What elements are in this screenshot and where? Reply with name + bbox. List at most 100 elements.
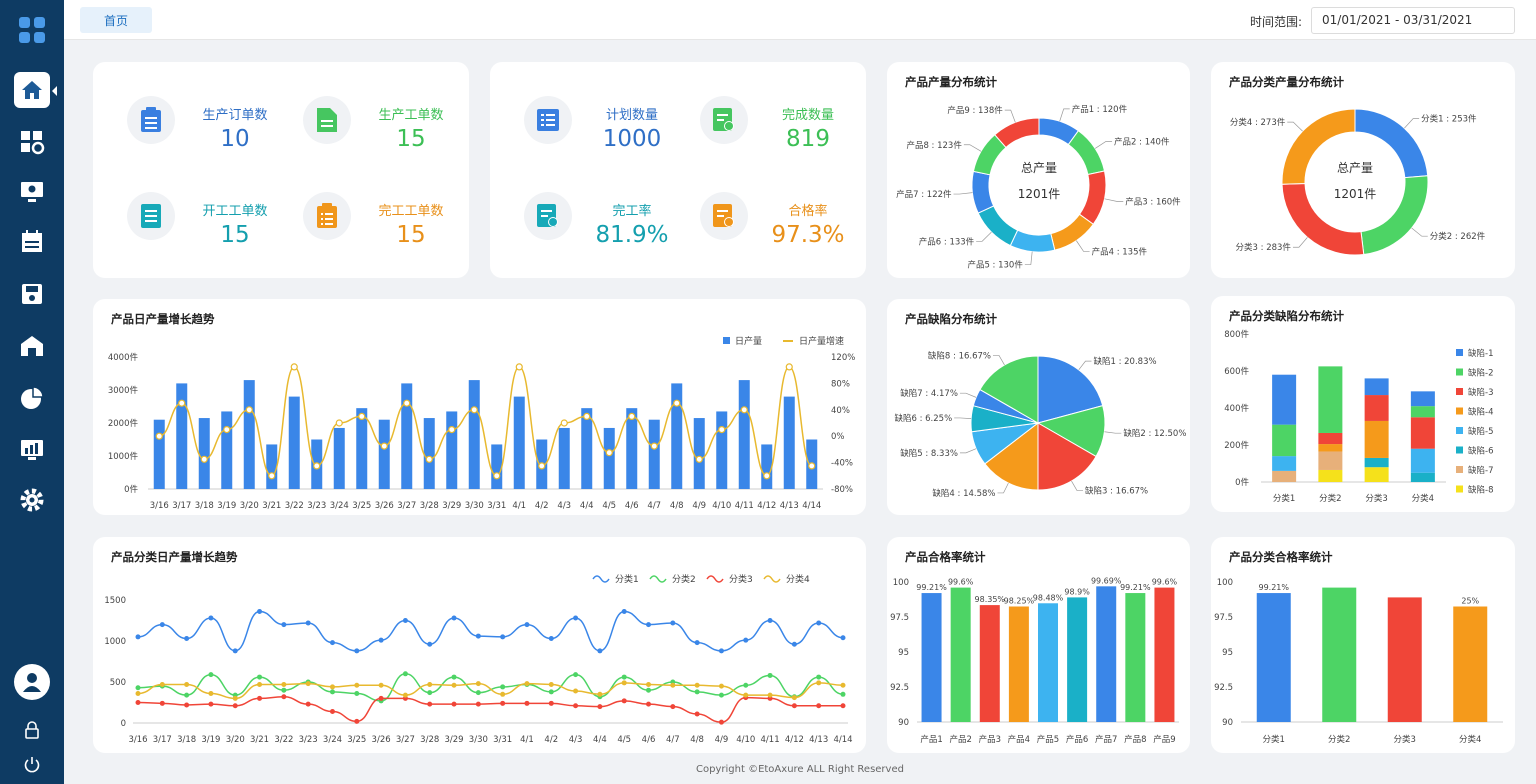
date-range-input[interactable]: 01/01/2021 - 03/31/2021: [1311, 7, 1515, 34]
legend-swatch: [763, 575, 781, 583]
check-document-icon: [700, 96, 748, 144]
series-point: [524, 681, 530, 687]
legend-label: 分类4: [786, 573, 810, 585]
series-point: [208, 615, 214, 621]
y2-tick-label: -40%: [831, 459, 853, 469]
pie-label-line: [1071, 480, 1084, 491]
daily-bar: [153, 419, 165, 489]
growth-point: [785, 363, 793, 371]
bar-data-label: 98.48%: [1033, 593, 1064, 602]
series-point: [184, 636, 190, 642]
bar-data-label: 99.69%: [1091, 576, 1122, 585]
pie-label-line: [1104, 431, 1122, 434]
daily-trend-card: 产品日产量增长趋势 日产量 日产量增速 0件 1000件 2000件 3000件 400…: [93, 299, 866, 515]
series-point: [621, 608, 627, 614]
stat-completion-rate: 完工率 81.9%: [524, 178, 684, 258]
pass-bar: [1322, 587, 1357, 722]
series-point: [816, 620, 822, 626]
series-point: [232, 703, 238, 709]
x-tick-label: 分类3: [1394, 734, 1416, 745]
stacked-bar-segment: [1364, 378, 1389, 396]
legend-daily: 日产量: [735, 335, 762, 347]
stacked-bar-segment: [1318, 444, 1343, 452]
x-tick-label: 4/12: [757, 501, 776, 511]
analytics-icon[interactable]: [14, 432, 50, 468]
x-tick-label: 3/29: [444, 735, 463, 745]
x-tick-label: 4/2: [544, 735, 558, 745]
x-tick-label: 3/16: [150, 501, 169, 511]
category-daily-card: 产品分类日产量增长趋势 0 500 1000 1500 3/16 3/17 3/18 3/19…: [93, 537, 866, 753]
daily-bar: [581, 408, 593, 489]
pie-label: 产品6 : 133件: [919, 236, 975, 247]
y-tick-label: 200件: [1224, 440, 1249, 451]
warehouse-icon[interactable]: [14, 328, 50, 364]
growth-point: [380, 442, 388, 450]
x-tick-label: 3/22: [285, 501, 304, 511]
growth-point: [628, 412, 636, 421]
legend-label: 缺陷-3: [1468, 387, 1493, 398]
series-point: [159, 700, 165, 706]
dashboard-settings-icon[interactable]: [14, 124, 50, 160]
series-point: [427, 701, 433, 707]
pie-label-line: [1076, 240, 1090, 252]
y-tick-label: 95: [1222, 648, 1233, 658]
series-point: [402, 671, 408, 677]
x-tick-label: 产品8: [1124, 734, 1146, 745]
y-tick-label: 1000: [104, 637, 126, 647]
stacked-bar-segment: [1318, 451, 1343, 470]
series-point: [840, 682, 846, 688]
stat-production-orders: 生产订单数 10: [127, 82, 287, 162]
y2-tick-label: 80%: [831, 379, 850, 389]
series-point: [500, 684, 506, 690]
pie-chart-icon[interactable]: [14, 380, 50, 416]
pie-label-line: [1078, 360, 1092, 371]
growth-point: [493, 472, 501, 480]
pass-bar: [1038, 603, 1058, 722]
power-icon[interactable]: [14, 746, 50, 782]
legend-swatch: [1456, 368, 1463, 376]
x-tick-label: 分类4: [1459, 734, 1481, 745]
home-icon[interactable]: [14, 72, 50, 108]
series-point: [281, 694, 287, 700]
category-distribution-card: 产品分类产量分布统计 总产量 1201件 分类1 : 253件 分类2 : 262…: [1211, 62, 1515, 278]
tab-home[interactable]: 首页: [80, 7, 152, 33]
stat-label: 计划数量: [605, 108, 658, 123]
calendar-icon[interactable]: [14, 224, 50, 260]
series-point: [621, 674, 627, 680]
y-tick-label: 92.5: [1214, 683, 1233, 693]
series-point: [670, 682, 676, 688]
donut-center-title: 总产量: [1337, 161, 1373, 175]
stacked-bar-segment: [1318, 366, 1343, 433]
series-point: [354, 690, 360, 696]
pie-label-line: [1094, 141, 1113, 149]
growth-point: [223, 426, 231, 434]
monitor-settings-icon[interactable]: [14, 174, 50, 210]
legend-growth: 日产量增速: [799, 335, 844, 347]
gear-icon[interactable]: [14, 482, 50, 518]
x-tick-label: 4/7: [647, 501, 661, 511]
series-point: [646, 687, 652, 693]
top-bar: 首页 时间范围: 01/01/2021 - 03/31/2021: [64, 0, 1536, 40]
legend-label: 分类1: [615, 573, 639, 585]
bar-data-label: 98.35%: [975, 595, 1006, 604]
x-tick-label: 4/3: [569, 735, 583, 745]
series-line: [137, 610, 844, 652]
y-tick-label: 97.5: [890, 613, 909, 623]
growth-point: [425, 455, 433, 463]
series-point: [840, 691, 846, 697]
stat-production-work-orders: 生产工单数 15: [303, 82, 463, 162]
lock-icon[interactable]: [14, 712, 50, 748]
series-point: [208, 672, 214, 678]
growth-point: [470, 406, 478, 414]
pie-slice: [1037, 422, 1097, 491]
series-point: [524, 622, 530, 628]
donut-center-title: 总产量: [1021, 161, 1057, 175]
save-report-icon[interactable]: [14, 276, 50, 312]
y2-tick-label: 40%: [831, 406, 850, 416]
series-point: [840, 703, 846, 709]
y2-tick-label: -80%: [831, 485, 853, 495]
stat-value: 1000: [602, 126, 662, 152]
daily-bar: [738, 380, 750, 489]
series-point: [791, 641, 797, 647]
user-avatar-icon[interactable]: [14, 664, 50, 700]
